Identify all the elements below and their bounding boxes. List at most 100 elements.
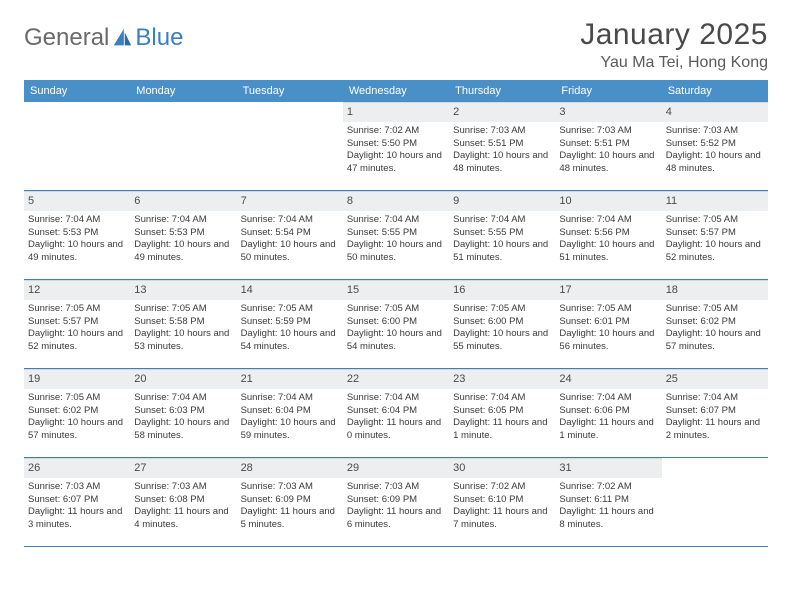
day-cell: 6Sunrise: 7:04 AMSunset: 5:53 PMDaylight… bbox=[130, 191, 236, 279]
day-cell: 11Sunrise: 7:05 AMSunset: 5:57 PMDayligh… bbox=[662, 191, 768, 279]
dow-sunday: Sunday bbox=[24, 80, 130, 102]
day-line: Daylight: 11 hours and 0 minutes. bbox=[347, 417, 445, 443]
day-body: Sunrise: 7:02 AMSunset: 5:50 PMDaylight:… bbox=[343, 122, 449, 182]
day-line: Sunrise: 7:04 AM bbox=[347, 392, 445, 405]
day-cell: 1Sunrise: 7:02 AMSunset: 5:50 PMDaylight… bbox=[343, 102, 449, 190]
day-line: Sunset: 6:07 PM bbox=[28, 494, 126, 507]
day-line: Sunset: 5:59 PM bbox=[241, 316, 339, 329]
dow-wednesday: Wednesday bbox=[343, 80, 449, 102]
day-body bbox=[662, 478, 768, 487]
day-body: Sunrise: 7:04 AMSunset: 6:04 PMDaylight:… bbox=[343, 389, 449, 449]
day-line: Sunset: 5:53 PM bbox=[28, 227, 126, 240]
day-line: Sunset: 5:55 PM bbox=[453, 227, 551, 240]
day-line: Daylight: 10 hours and 48 minutes. bbox=[666, 150, 764, 176]
day-body: Sunrise: 7:02 AMSunset: 6:10 PMDaylight:… bbox=[449, 478, 555, 538]
day-body: Sunrise: 7:04 AMSunset: 5:55 PMDaylight:… bbox=[343, 211, 449, 271]
day-body bbox=[130, 122, 236, 131]
day-body: Sunrise: 7:05 AMSunset: 6:02 PMDaylight:… bbox=[24, 389, 130, 449]
week-row: 19Sunrise: 7:05 AMSunset: 6:02 PMDayligh… bbox=[24, 369, 768, 458]
day-line: Sunrise: 7:04 AM bbox=[347, 214, 445, 227]
day-line: Daylight: 10 hours and 48 minutes. bbox=[453, 150, 551, 176]
day-line: Sunrise: 7:05 AM bbox=[134, 303, 232, 316]
day-number: 21 bbox=[237, 369, 343, 389]
day-body: Sunrise: 7:03 AMSunset: 6:09 PMDaylight:… bbox=[237, 478, 343, 538]
day-cell: 25Sunrise: 7:04 AMSunset: 6:07 PMDayligh… bbox=[662, 369, 768, 457]
day-line: Sunset: 6:10 PM bbox=[453, 494, 551, 507]
day-cell: 20Sunrise: 7:04 AMSunset: 6:03 PMDayligh… bbox=[130, 369, 236, 457]
day-line: Daylight: 10 hours and 48 minutes. bbox=[559, 150, 657, 176]
day-line: Daylight: 10 hours and 56 minutes. bbox=[559, 328, 657, 354]
day-number: 14 bbox=[237, 280, 343, 300]
day-cell: 12Sunrise: 7:05 AMSunset: 5:57 PMDayligh… bbox=[24, 280, 130, 368]
day-cell: 8Sunrise: 7:04 AMSunset: 5:55 PMDaylight… bbox=[343, 191, 449, 279]
day-cell: 26Sunrise: 7:03 AMSunset: 6:07 PMDayligh… bbox=[24, 458, 130, 546]
day-number: 17 bbox=[555, 280, 661, 300]
day-line: Daylight: 10 hours and 58 minutes. bbox=[134, 417, 232, 443]
day-line: Sunset: 6:04 PM bbox=[347, 405, 445, 418]
day-line: Sunset: 6:05 PM bbox=[453, 405, 551, 418]
week-row: 12Sunrise: 7:05 AMSunset: 5:57 PMDayligh… bbox=[24, 280, 768, 369]
day-line: Sunset: 5:58 PM bbox=[134, 316, 232, 329]
day-line: Daylight: 10 hours and 55 minutes. bbox=[453, 328, 551, 354]
location-label: Yau Ma Tei, Hong Kong bbox=[580, 54, 768, 72]
day-cell: 18Sunrise: 7:05 AMSunset: 6:02 PMDayligh… bbox=[662, 280, 768, 368]
day-line: Daylight: 11 hours and 5 minutes. bbox=[241, 506, 339, 532]
day-line: Sunrise: 7:05 AM bbox=[241, 303, 339, 316]
week-row: 26Sunrise: 7:03 AMSunset: 6:07 PMDayligh… bbox=[24, 458, 768, 547]
day-number: 23 bbox=[449, 369, 555, 389]
dow-tuesday: Tuesday bbox=[237, 80, 343, 102]
day-line: Daylight: 10 hours and 50 minutes. bbox=[347, 239, 445, 265]
day-line: Daylight: 10 hours and 51 minutes. bbox=[453, 239, 551, 265]
day-cell: 23Sunrise: 7:04 AMSunset: 6:05 PMDayligh… bbox=[449, 369, 555, 457]
day-number: 2 bbox=[449, 102, 555, 122]
day-body: Sunrise: 7:05 AMSunset: 5:58 PMDaylight:… bbox=[130, 300, 236, 360]
day-cell bbox=[24, 102, 130, 190]
day-number: 5 bbox=[24, 191, 130, 211]
day-line: Sunrise: 7:05 AM bbox=[28, 392, 126, 405]
day-line: Daylight: 11 hours and 8 minutes. bbox=[559, 506, 657, 532]
day-cell: 22Sunrise: 7:04 AMSunset: 6:04 PMDayligh… bbox=[343, 369, 449, 457]
day-body: Sunrise: 7:04 AMSunset: 5:56 PMDaylight:… bbox=[555, 211, 661, 271]
day-line: Sunset: 5:51 PM bbox=[559, 138, 657, 151]
day-line: Daylight: 10 hours and 54 minutes. bbox=[241, 328, 339, 354]
day-line: Sunrise: 7:03 AM bbox=[134, 481, 232, 494]
logo-text-blue: Blue bbox=[135, 24, 183, 52]
day-line: Sunrise: 7:04 AM bbox=[28, 214, 126, 227]
day-body: Sunrise: 7:04 AMSunset: 6:06 PMDaylight:… bbox=[555, 389, 661, 449]
day-number: 12 bbox=[24, 280, 130, 300]
day-line: Daylight: 10 hours and 49 minutes. bbox=[134, 239, 232, 265]
day-line: Sunset: 5:50 PM bbox=[347, 138, 445, 151]
day-line: Sunset: 5:53 PM bbox=[134, 227, 232, 240]
day-line: Sunrise: 7:03 AM bbox=[453, 125, 551, 138]
day-number: 13 bbox=[130, 280, 236, 300]
day-line: Sunrise: 7:04 AM bbox=[559, 214, 657, 227]
day-line: Sunrise: 7:05 AM bbox=[347, 303, 445, 316]
day-body: Sunrise: 7:04 AMSunset: 6:03 PMDaylight:… bbox=[130, 389, 236, 449]
day-number: 31 bbox=[555, 458, 661, 478]
day-line: Sunrise: 7:03 AM bbox=[666, 125, 764, 138]
day-line: Sunset: 6:09 PM bbox=[241, 494, 339, 507]
day-line: Sunset: 6:09 PM bbox=[347, 494, 445, 507]
day-line: Sunrise: 7:02 AM bbox=[559, 481, 657, 494]
dow-thursday: Thursday bbox=[449, 80, 555, 102]
day-line: Sunrise: 7:04 AM bbox=[134, 214, 232, 227]
day-line: Sunset: 6:00 PM bbox=[347, 316, 445, 329]
day-number: 20 bbox=[130, 369, 236, 389]
day-body: Sunrise: 7:05 AMSunset: 6:00 PMDaylight:… bbox=[449, 300, 555, 360]
day-line: Sunrise: 7:04 AM bbox=[666, 392, 764, 405]
day-line: Sunrise: 7:04 AM bbox=[559, 392, 657, 405]
day-body: Sunrise: 7:03 AMSunset: 6:09 PMDaylight:… bbox=[343, 478, 449, 538]
day-line: Sunset: 6:06 PM bbox=[559, 405, 657, 418]
dow-monday: Monday bbox=[130, 80, 236, 102]
dow-saturday: Saturday bbox=[662, 80, 768, 102]
day-body: Sunrise: 7:03 AMSunset: 5:52 PMDaylight:… bbox=[662, 122, 768, 182]
day-body: Sunrise: 7:05 AMSunset: 6:02 PMDaylight:… bbox=[662, 300, 768, 360]
day-cell bbox=[130, 102, 236, 190]
day-body: Sunrise: 7:04 AMSunset: 5:53 PMDaylight:… bbox=[24, 211, 130, 271]
day-cell: 17Sunrise: 7:05 AMSunset: 6:01 PMDayligh… bbox=[555, 280, 661, 368]
day-line: Daylight: 11 hours and 1 minute. bbox=[453, 417, 551, 443]
day-line: Daylight: 10 hours and 50 minutes. bbox=[241, 239, 339, 265]
day-cell bbox=[237, 102, 343, 190]
day-cell: 15Sunrise: 7:05 AMSunset: 6:00 PMDayligh… bbox=[343, 280, 449, 368]
day-line: Sunset: 5:57 PM bbox=[666, 227, 764, 240]
